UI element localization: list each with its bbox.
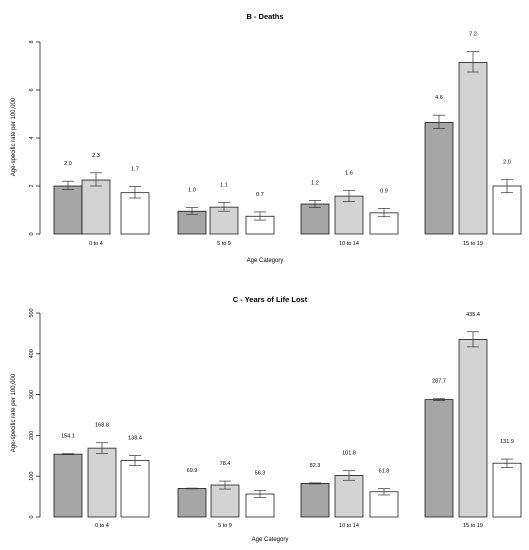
deaths-error-bar-series3-1 [254, 211, 266, 221]
yll-error-bar-series3-0 [129, 455, 141, 466]
deaths-data-label-series3-3: 2.0 [503, 159, 511, 165]
yll-y-tick-label-1: 100 [29, 472, 35, 481]
yll-bar-series3-0 [120, 460, 150, 518]
yll-bar-series2-0 [87, 447, 117, 518]
deaths-plot-area: 0 2 4 6 8 2.0 2.3 1.7 0 to 4 1.0 1.1 0.7 5 to 9 1.2 1.… [29, 32, 522, 247]
yll-category-label-2: 10 to 14 [339, 523, 359, 529]
yll-bar-series1-0 [53, 453, 83, 518]
deaths-data-label-series2-0: 2.3 [92, 153, 100, 159]
yll-data-label-series2-2: 101.8 [342, 451, 356, 457]
yll-data-label-series1-0: 154.1 [61, 434, 75, 440]
deaths-error-bar-series3-2 [378, 208, 390, 218]
deaths-y-tick-label-3: 6 [29, 88, 35, 91]
yll-plot-area: 0 100 200 300 400 500 154.1 168.8 138.4 0 to 4 69.… [29, 308, 522, 529]
deaths-data-label-series1-3: 4.6 [435, 95, 443, 101]
deaths-category-label-1: 5 to 9 [217, 241, 231, 247]
yll-data-label-series3-3: 131.9 [500, 439, 514, 445]
deaths-chart-panel: B - Deaths Age-specific rate per 100,000… [11, 12, 522, 264]
yll-chart-panel: C - Years of Life Lost Age-specific rate… [11, 295, 522, 543]
deaths-data-label-series2-2: 1.6 [345, 170, 353, 176]
yll-bar-series2-1 [210, 484, 240, 518]
deaths-error-bar-series1-0 [62, 180, 74, 190]
yll-data-label-series1-1: 69.9 [187, 468, 198, 474]
deaths-y-axis-label: Age-specific rate per 100,000 [11, 97, 17, 176]
yll-y-axis-label: Age-specific rate per 100,000 [11, 373, 17, 452]
deaths-error-bar-series1-1 [186, 207, 198, 215]
yll-error-bar-series1-1 [186, 487, 198, 490]
yll-data-label-series3-0: 138.4 [128, 436, 142, 442]
yll-bar-series2-2 [334, 475, 364, 518]
deaths-data-label-series3-1: 0.7 [256, 192, 264, 198]
deaths-bar-series1-2 [300, 203, 330, 235]
deaths-x-axis-label: Age Category [247, 258, 284, 264]
yll-category-label-0: 0 to 4 [95, 523, 109, 529]
deaths-category-label-3: 15 to 19 [463, 241, 483, 247]
deaths-data-label-series1-1: 1.0 [188, 188, 196, 194]
yll-data-label-series2-3: 435.4 [466, 312, 480, 318]
yll-bar-series1-1 [177, 488, 207, 518]
deaths-y-tick-label-1: 2 [29, 184, 35, 187]
deaths-bar-series2-2 [334, 195, 364, 235]
deaths-data-label-series3-0: 1.7 [131, 166, 139, 172]
deaths-chart-title: B - Deaths [246, 12, 283, 21]
deaths-bar-series3-3 [492, 185, 522, 235]
yll-error-bar-series3-2 [378, 488, 390, 496]
deaths-category-label-0: 0 to 4 [89, 241, 103, 247]
yll-data-label-series1-3: 287.7 [432, 379, 446, 385]
deaths-error-bar-series2-2 [343, 189, 355, 202]
deaths-data-label-series3-2: 0.9 [380, 189, 388, 195]
deaths-error-bar-series3-3 [501, 178, 513, 194]
yll-error-bar-series3-3 [501, 458, 513, 468]
yll-y-tick-label-4: 400 [29, 349, 35, 358]
yll-bar-series1-3 [424, 399, 454, 518]
yll-error-bar-series2-1 [219, 480, 231, 490]
deaths-error-bar-series3-0 [129, 186, 141, 199]
deaths-error-bar-series1-2 [309, 200, 321, 208]
deaths-data-label-series1-2: 1.2 [311, 180, 319, 186]
yll-error-bar-series1-0 [62, 453, 74, 455]
yll-y-tick-label-5: 500 [29, 308, 35, 317]
deaths-error-bar-series2-1 [218, 201, 230, 212]
deaths-bar-series2-0 [81, 179, 111, 235]
yll-chart-title: C - Years of Life Lost [233, 295, 308, 304]
yll-category-label-1: 5 to 9 [218, 523, 232, 529]
yll-bar-series3-2 [369, 491, 399, 518]
yll-error-bar-series2-3 [467, 331, 479, 348]
deaths-y-tick-label-0: 0 [29, 232, 35, 235]
yll-data-label-series3-2: 61.8 [379, 469, 390, 475]
deaths-data-label-series2-1: 1.1 [220, 182, 228, 188]
yll-y-tick-label-3: 300 [29, 390, 35, 399]
yll-error-bar-series2-2 [343, 470, 355, 481]
yll-data-label-series2-1: 78.4 [220, 461, 231, 467]
deaths-y-tick-label-2: 4 [29, 136, 35, 139]
deaths-bar-series1-3 [424, 122, 454, 235]
yll-error-bar-series1-3 [433, 398, 445, 401]
deaths-y-tick-label-4: 8 [29, 40, 35, 43]
deaths-data-label-series1-0: 2.0 [64, 161, 72, 167]
yll-error-bar-series1-2 [309, 482, 321, 485]
yll-bar-series2-3 [458, 339, 488, 518]
deaths-bar-series3-0 [120, 192, 150, 235]
deaths-error-bar-series1-3 [433, 114, 445, 129]
yll-error-bar-series2-0 [96, 442, 108, 454]
deaths-error-bar-series2-3 [467, 51, 479, 73]
yll-data-label-series2-0: 168.8 [95, 423, 109, 429]
yll-y-tick-label-2: 200 [29, 431, 35, 440]
yll-error-bar-series3-1 [254, 490, 266, 498]
yll-data-label-series3-1: 56.3 [255, 471, 266, 477]
yll-bar-series1-2 [300, 483, 330, 518]
deaths-error-bar-series2-0 [90, 172, 102, 187]
deaths-category-label-2: 10 to 14 [339, 241, 359, 247]
yll-data-label-series1-2: 82.3 [310, 463, 321, 469]
deaths-bar-series1-0 [53, 185, 83, 235]
yll-bar-series3-3 [492, 462, 522, 518]
yll-y-tick-label-0: 0 [29, 515, 35, 518]
yll-x-axis-label: Age Category [252, 537, 289, 543]
yll-category-label-3: 15 to 19 [463, 523, 483, 529]
deaths-data-label-series2-3: 7.2 [469, 32, 477, 38]
deaths-bar-series2-3 [458, 62, 488, 235]
